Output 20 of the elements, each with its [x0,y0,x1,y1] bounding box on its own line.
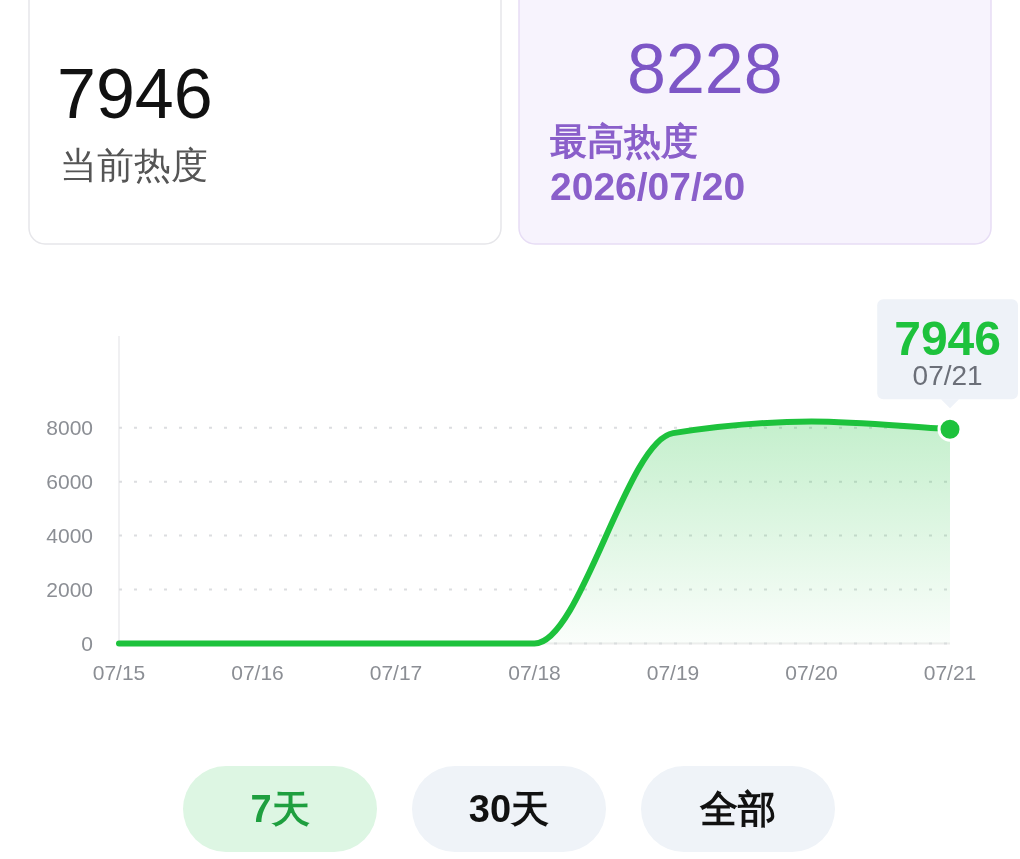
x-tick-label: 07/21 [923,661,977,684]
y-tick-label: 2000 [46,577,93,601]
y-tick-label: 0 [81,631,93,655]
text: 30天 [468,788,550,830]
x-tick-label: 07/20 [785,661,838,684]
x-tick-label: 07/17 [369,661,423,684]
text: 最高热度 [550,121,698,162]
y-tick-label: 6000 [46,469,93,493]
x-tick-label: 07/16 [231,661,284,684]
y-tick-label: 4000 [46,523,93,547]
text: 8228 [627,30,783,108]
text: 2026/07/20 [550,165,746,208]
text: 全部 [699,788,776,830]
text: 7946 [57,55,213,133]
x-tick-label: 07/19 [646,661,700,684]
text: 7天 [250,788,310,830]
x-tick-label: 07/15 [92,661,146,684]
text: 当前热度 [60,145,208,186]
y-tick-label: 8000 [46,415,93,439]
x-tick-label: 07/18 [508,661,561,684]
